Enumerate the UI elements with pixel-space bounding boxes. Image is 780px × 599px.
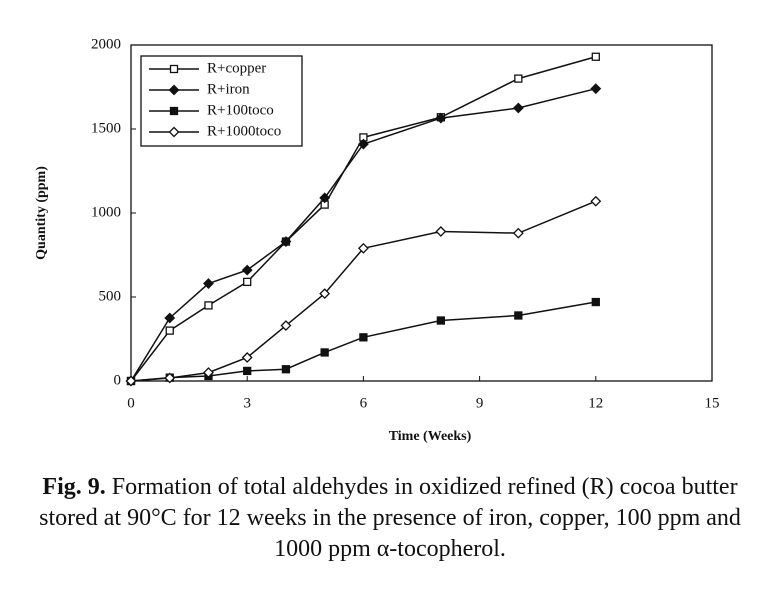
- marker: [203, 278, 214, 289]
- marker: [169, 64, 179, 74]
- marker: [125, 375, 137, 387]
- legend-label: R+copper: [207, 60, 266, 76]
- marker: [203, 367, 214, 379]
- series-line: [130, 56, 597, 382]
- x-tick-label: 6: [360, 395, 368, 411]
- marker: [243, 366, 252, 376]
- series-line: [130, 200, 597, 382]
- marker: [512, 227, 524, 239]
- y-tick-label: 500: [99, 288, 122, 304]
- legend-label: R+100toco: [207, 102, 274, 118]
- marker: [590, 83, 602, 95]
- marker: [319, 192, 331, 204]
- y-tick-label: 1000: [91, 204, 121, 220]
- caption: Fig. 9. Formation of total aldehydes in …: [20, 472, 760, 565]
- marker: [243, 277, 252, 287]
- marker: [169, 106, 179, 116]
- marker: [320, 348, 329, 357]
- legend-label: R+iron: [207, 81, 250, 97]
- series-line: [130, 87, 596, 382]
- marker: [168, 126, 180, 138]
- chart: Time (Weeks) Quantity (ppm) 0 500 1000 1500…: [34, 36, 720, 444]
- marker: [204, 301, 213, 310]
- marker: [280, 320, 292, 331]
- caption-text: Formation of total aldehydes in oxidized…: [39, 474, 741, 562]
- marker: [514, 74, 523, 83]
- x-tick-label: 3: [243, 395, 251, 411]
- marker: [591, 52, 600, 61]
- marker: [359, 333, 368, 342]
- marker: [590, 195, 602, 207]
- legend-box: [140, 55, 303, 147]
- marker: [164, 312, 176, 324]
- marker: [435, 112, 447, 124]
- x-axis-label: Time (Weeks): [389, 429, 472, 444]
- marker: [280, 236, 292, 247]
- y-axis-label: Quantity (ppm): [34, 166, 49, 260]
- x-tick-label: 12: [588, 395, 603, 411]
- marker: [591, 297, 600, 307]
- marker: [281, 365, 291, 374]
- marker: [165, 326, 174, 335]
- x-tick-label: 0: [127, 395, 135, 411]
- x-tick-label: 15: [705, 395, 720, 411]
- marker: [168, 84, 180, 96]
- marker: [436, 316, 446, 325]
- marker: [164, 372, 176, 384]
- marker: [357, 242, 369, 254]
- series-line: [130, 301, 596, 382]
- x-tick-label: 9: [476, 395, 484, 411]
- marker: [357, 138, 369, 150]
- y-tick-label: 0: [114, 372, 122, 388]
- marker: [319, 288, 331, 300]
- marker: [241, 352, 253, 363]
- y-tick-label: 1500: [91, 120, 121, 136]
- marker: [512, 102, 524, 114]
- legend-label: R+1000toco: [207, 123, 281, 139]
- marker: [514, 311, 523, 320]
- marker: [241, 264, 253, 276]
- marker: [435, 226, 447, 237]
- caption-label: Fig. 9.: [42, 474, 106, 500]
- y-tick-label: 2000: [91, 36, 121, 52]
